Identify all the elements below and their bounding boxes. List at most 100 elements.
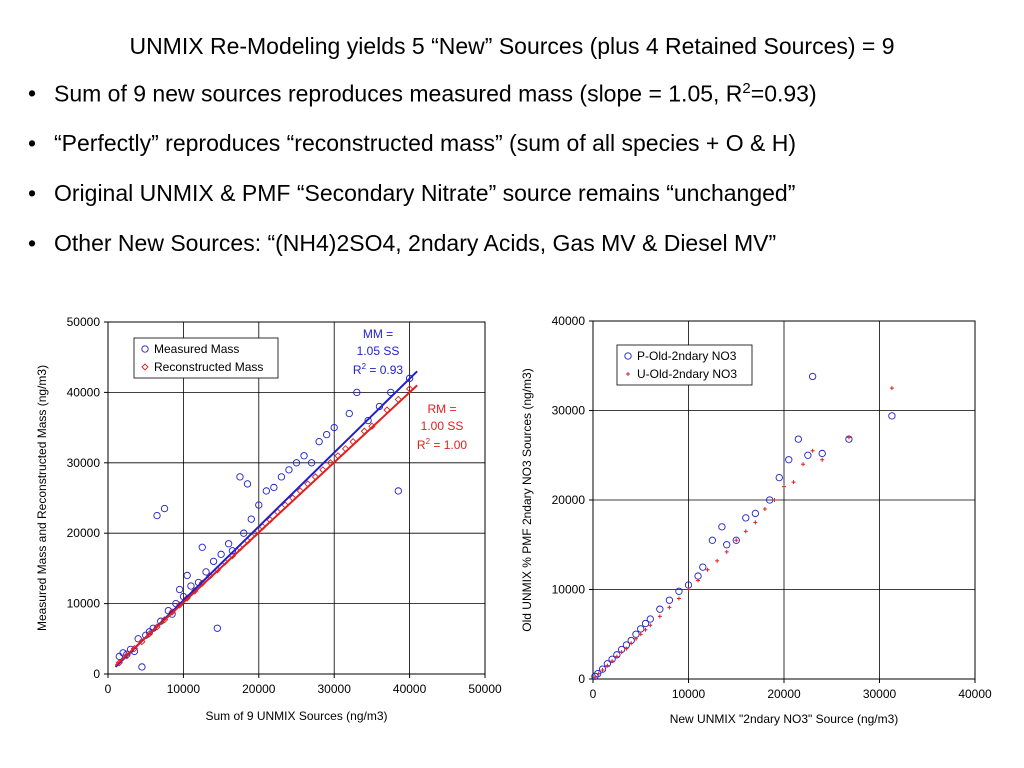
data-point xyxy=(605,663,610,668)
data-point xyxy=(705,567,710,572)
bullet-superscript: 2 xyxy=(742,80,751,97)
data-point xyxy=(820,457,825,462)
data-point xyxy=(187,582,195,590)
data-point xyxy=(153,511,161,520)
data-point xyxy=(638,632,643,637)
data-point xyxy=(138,663,146,671)
r2-value: = 0.93 xyxy=(366,363,403,377)
data-point xyxy=(724,549,729,554)
data-point xyxy=(315,438,323,446)
annotation-line: 1.00 SS xyxy=(421,419,464,433)
y-axis-label: Measured Mass and Reconstructed Mass (ng… xyxy=(35,365,49,631)
series-1 xyxy=(591,372,896,680)
legend-label: U-Old-2ndary NO3 xyxy=(637,367,737,381)
data-point xyxy=(734,538,739,543)
data-point xyxy=(619,650,624,655)
bullet-list: Sum of 9 new sources reproduces measured… xyxy=(28,80,817,280)
data-point xyxy=(846,435,851,440)
x-tick-label: 20000 xyxy=(242,682,276,696)
fit-annotation: MM = 1.05 SS R2 = 0.93 xyxy=(353,327,403,377)
data-point xyxy=(228,547,237,555)
data-point xyxy=(330,423,338,432)
fit-annotation: RM = 1.00 SS R2 = 1.00 xyxy=(417,402,467,452)
legend-label: P-Old-2ndary NO3 xyxy=(637,349,737,363)
data-point xyxy=(598,665,607,673)
legend: P-Old-2ndary NO3 U-Old-2ndary NO3 xyxy=(616,344,753,386)
y-tick-label: 0 xyxy=(578,672,585,686)
bullet-text: Other New Sources: “(NH4)2SO4, 2ndary Ac… xyxy=(54,230,777,256)
legend: Measured Mass Reconstructed Mass xyxy=(133,337,279,379)
data-point xyxy=(270,483,278,492)
data-point xyxy=(810,448,815,453)
data-point xyxy=(888,412,896,420)
data-point xyxy=(224,540,233,548)
bullet-text-end: =0.93) xyxy=(750,80,817,107)
data-point xyxy=(255,501,263,509)
annotation-r2: R2 = 1.00 xyxy=(417,437,467,452)
series-2 xyxy=(592,386,894,680)
r2-superscript: 2 xyxy=(426,437,431,446)
data-point xyxy=(637,625,645,633)
series-1 xyxy=(115,374,414,671)
data-point xyxy=(809,372,817,381)
data-point xyxy=(405,374,414,382)
data-point xyxy=(676,596,681,601)
data-point xyxy=(667,605,672,610)
legend-label: Reconstructed Mass xyxy=(154,360,263,374)
bullet-item: Original UNMIX & PMF “Secondary Nitrate”… xyxy=(28,180,817,230)
data-point xyxy=(345,409,353,418)
data-point xyxy=(791,480,796,485)
data-point xyxy=(240,529,248,537)
data-point xyxy=(596,671,601,676)
annotation-line: 1.05 SS xyxy=(357,344,400,358)
data-point xyxy=(592,675,597,680)
y-tick-label: 40000 xyxy=(552,314,586,328)
data-point xyxy=(785,456,793,464)
data-point xyxy=(818,449,826,458)
data-point xyxy=(594,669,602,678)
data-point xyxy=(175,585,184,594)
data-point xyxy=(213,624,221,632)
legend-box xyxy=(133,337,279,379)
data-point xyxy=(794,435,802,443)
y-tick-label: 10000 xyxy=(552,583,586,597)
data-point xyxy=(889,386,894,391)
data-point xyxy=(624,646,629,651)
x-tick-label: 10000 xyxy=(167,682,201,696)
legend-marker xyxy=(626,372,630,376)
data-point xyxy=(247,515,255,523)
data-point xyxy=(394,487,402,495)
x-tick-label: 50000 xyxy=(468,682,502,696)
data-point xyxy=(614,654,619,659)
data-point xyxy=(236,473,244,481)
data-point xyxy=(723,541,731,549)
data-point xyxy=(715,558,720,563)
data-point xyxy=(387,388,395,397)
data-point xyxy=(699,563,707,571)
r2-letter: R xyxy=(417,438,426,452)
data-point xyxy=(656,605,664,613)
legend-box xyxy=(616,344,753,386)
data-point xyxy=(138,637,146,646)
data-point xyxy=(708,536,717,544)
annotation-r2: R2 = 0.93 xyxy=(353,362,403,377)
data-point xyxy=(753,520,758,525)
chart-2: 0 10000 20000 30000 40000 0 10000 20000 30000 400… xyxy=(520,314,992,726)
data-point xyxy=(353,388,361,397)
data-point xyxy=(775,473,783,482)
data-point xyxy=(202,568,210,576)
data-point xyxy=(277,473,286,481)
bullet-text: “Perfectly” reproduces “reconstructed ma… xyxy=(54,130,796,156)
bullet-text: Sum of 9 new sources reproduces measured… xyxy=(54,80,743,107)
x-tick-label: 0 xyxy=(105,682,112,696)
bullet-text: Original UNMIX & PMF “Secondary Nitrate”… xyxy=(54,180,796,206)
data-point xyxy=(183,571,191,580)
data-point xyxy=(243,480,252,488)
data-point xyxy=(782,484,786,489)
data-point xyxy=(300,452,308,460)
data-point xyxy=(123,650,131,658)
data-point xyxy=(160,504,169,513)
data-point xyxy=(675,587,683,595)
data-point xyxy=(665,596,674,604)
